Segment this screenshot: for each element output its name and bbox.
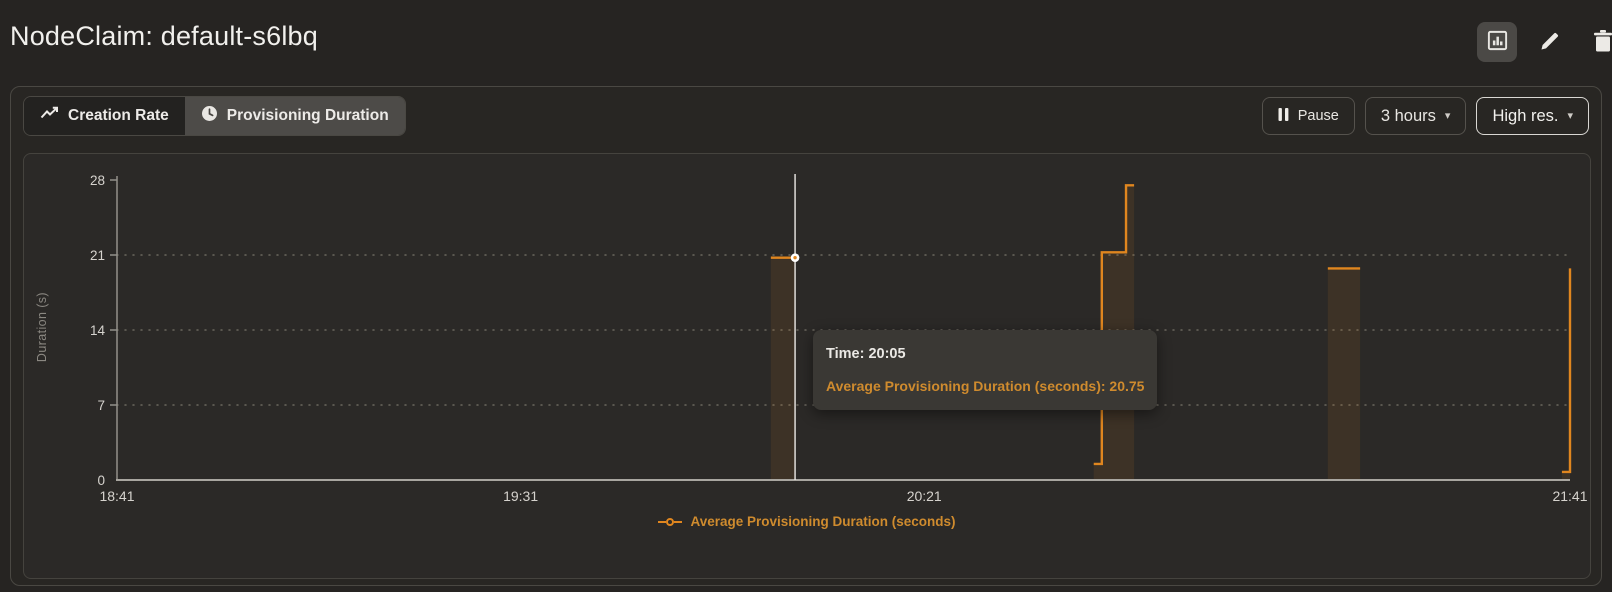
- svg-text:7: 7: [97, 398, 105, 413]
- chart-controls: Pause 3 hours ▾ High res. ▾: [1261, 97, 1589, 135]
- chevron-down-icon: ▾: [1567, 109, 1573, 122]
- chart-tooltip: Time: 20:05 Average Provisioning Duratio…: [813, 330, 1158, 410]
- chart-container: Duration (s) 0 7 14 21 28 18:41 19:31 20:21 21:4…: [23, 153, 1591, 579]
- clock-icon: [201, 105, 218, 127]
- metric-tabs: Creation Rate Provisioning Duration: [23, 96, 406, 136]
- delete-button[interactable]: [1583, 22, 1612, 62]
- pause-button[interactable]: Pause: [1261, 97, 1355, 135]
- legend-marker-icon: [658, 517, 683, 526]
- chart-toolbar: Creation Rate Provisioning Duration: [23, 96, 1589, 136]
- bar-chart-icon: [1486, 29, 1509, 55]
- time-range-dropdown[interactable]: 3 hours ▾: [1364, 97, 1467, 135]
- trend-line-icon: [40, 106, 59, 126]
- tab-label: Creation Rate: [68, 107, 169, 124]
- pause-icon: [1278, 107, 1289, 125]
- legend-item[interactable]: Average Provisioning Duration (seconds): [24, 514, 1590, 529]
- trash-icon: [1592, 29, 1612, 56]
- edit-button[interactable]: [1530, 22, 1570, 62]
- tooltip-time: Time: 20:05: [826, 346, 906, 362]
- tab-provisioning-duration[interactable]: Provisioning Duration: [184, 97, 405, 135]
- nodeclaim-metrics-panel: Creation Rate Provisioning Duration: [10, 86, 1602, 586]
- tab-creation-rate[interactable]: Creation Rate: [24, 97, 185, 135]
- svg-text:21:41: 21:41: [1552, 488, 1587, 504]
- tooltip-value: Average Provisioning Duration (seconds):…: [826, 378, 1145, 394]
- svg-text:19:31: 19:31: [503, 488, 538, 504]
- pencil-icon: [1538, 29, 1562, 56]
- svg-text:20:21: 20:21: [907, 488, 942, 504]
- chevron-down-icon: ▾: [1444, 109, 1451, 122]
- svg-text:21: 21: [90, 248, 105, 263]
- legend-label: Average Provisioning Duration (seconds): [690, 514, 956, 529]
- resolution-dropdown[interactable]: High res. ▾: [1476, 97, 1589, 135]
- svg-text:14: 14: [90, 323, 106, 338]
- svg-text:0: 0: [97, 473, 105, 488]
- svg-text:28: 28: [90, 173, 105, 188]
- page-title: NodeClaim: default-s6lbq: [10, 21, 318, 51]
- header-actions: [1477, 22, 1612, 62]
- svg-text:18:41: 18:41: [99, 488, 134, 504]
- chart-view-button[interactable]: [1477, 22, 1517, 62]
- tab-label: Provisioning Duration: [226, 107, 389, 124]
